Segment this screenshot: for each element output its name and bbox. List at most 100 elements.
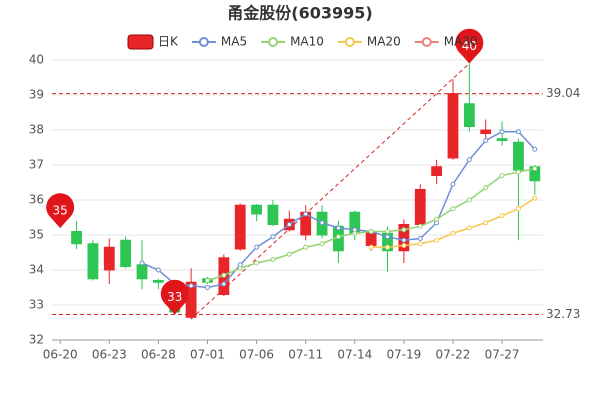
ma-point bbox=[466, 225, 472, 231]
y-tick-label: 38 bbox=[29, 123, 44, 137]
ma-point bbox=[335, 234, 341, 240]
x-tick-label: 07-27 bbox=[485, 348, 520, 362]
candle-body bbox=[71, 231, 82, 245]
legend-swatch bbox=[268, 37, 279, 47]
ma-point bbox=[221, 272, 227, 278]
pin-marker bbox=[46, 193, 75, 228]
ma-point bbox=[352, 230, 358, 236]
ma-point bbox=[221, 281, 227, 287]
x-tick-label: 07-06 bbox=[239, 348, 274, 362]
ma-point bbox=[319, 220, 325, 226]
y-tick-label: 36 bbox=[29, 193, 44, 207]
pin-marker bbox=[455, 28, 484, 64]
candle-body bbox=[447, 93, 459, 159]
candle-body bbox=[234, 204, 246, 250]
legend-label: MA20 bbox=[367, 35, 401, 49]
x-tick-label: 07-01 bbox=[190, 348, 225, 362]
ma-point bbox=[385, 244, 391, 250]
ma-point bbox=[483, 220, 489, 226]
pin-marker bbox=[160, 279, 189, 315]
candle-body bbox=[87, 243, 99, 280]
pin-label: 35 bbox=[53, 204, 68, 218]
candle-body bbox=[251, 204, 262, 215]
candle-body bbox=[136, 264, 148, 280]
ma-point bbox=[401, 237, 407, 243]
ma-point bbox=[434, 237, 440, 243]
ma-point bbox=[499, 173, 505, 178]
y-tick-label: 37 bbox=[29, 158, 44, 172]
candle-body bbox=[103, 246, 115, 271]
ma-point bbox=[434, 216, 440, 222]
ma-point bbox=[385, 234, 391, 240]
ma-point bbox=[532, 195, 538, 201]
ma-point bbox=[483, 185, 489, 191]
y-tick-label: 35 bbox=[29, 228, 44, 242]
x-tick-label: 07-19 bbox=[386, 348, 421, 362]
x-tick-label: 07-14 bbox=[337, 348, 372, 362]
candle-body bbox=[414, 189, 426, 225]
pin-label: 33 bbox=[167, 290, 182, 304]
ma-point bbox=[466, 197, 472, 203]
ma-point bbox=[499, 129, 505, 135]
ma-point bbox=[319, 241, 325, 247]
ma-point bbox=[335, 225, 341, 231]
legend-swatch bbox=[344, 37, 355, 47]
pin-label: 40 bbox=[462, 39, 477, 53]
ma-point bbox=[483, 138, 489, 143]
reference-label: 32.73 bbox=[546, 307, 580, 321]
trend-line bbox=[190, 63, 470, 320]
ma-line bbox=[141, 131, 536, 289]
y-tick-label: 33 bbox=[29, 298, 44, 312]
ma-point bbox=[303, 244, 309, 250]
ma-point bbox=[270, 234, 276, 240]
ma-point bbox=[401, 243, 407, 248]
legend-swatch bbox=[421, 37, 432, 47]
ma-point bbox=[515, 169, 521, 175]
ma-point bbox=[303, 211, 309, 217]
ma-point bbox=[450, 230, 456, 236]
x-tick-label: 06-20 bbox=[43, 348, 78, 362]
ma-point bbox=[385, 229, 391, 234]
candle-body bbox=[267, 204, 279, 225]
candle-body bbox=[431, 166, 443, 176]
x-tick-label: 06-23 bbox=[92, 348, 127, 362]
candle-body bbox=[496, 138, 508, 141]
ma-point bbox=[254, 260, 260, 266]
ma-point bbox=[368, 229, 374, 234]
ma-point bbox=[417, 223, 423, 229]
ma-point bbox=[270, 257, 276, 262]
reference-label: 39.04 bbox=[546, 86, 580, 100]
ma-point bbox=[515, 206, 521, 212]
ma-point bbox=[401, 227, 407, 233]
candle-body bbox=[152, 280, 164, 283]
ma-point bbox=[286, 222, 292, 227]
legend-label: MA30 bbox=[444, 35, 478, 49]
ma-point bbox=[417, 241, 423, 247]
legend-label: MA5 bbox=[221, 35, 247, 49]
legend-swatch bbox=[127, 34, 154, 50]
candle-body bbox=[120, 239, 132, 267]
y-tick-label: 40 bbox=[29, 53, 44, 67]
ma-point bbox=[515, 129, 521, 135]
ma-point bbox=[532, 146, 538, 152]
y-tick-label: 34 bbox=[29, 263, 44, 277]
candle-body bbox=[480, 129, 492, 134]
ma-point bbox=[450, 206, 456, 212]
ma-point bbox=[368, 244, 374, 250]
x-tick-label: 07-22 bbox=[436, 348, 471, 362]
ma-point bbox=[450, 181, 456, 187]
candle-body bbox=[463, 103, 475, 127]
y-tick-label: 32 bbox=[29, 333, 44, 347]
ma-point bbox=[188, 283, 194, 289]
ma-point bbox=[417, 236, 423, 241]
legend-swatch bbox=[198, 37, 209, 47]
ma-point bbox=[139, 260, 145, 266]
ma-point bbox=[204, 278, 210, 283]
ma-point bbox=[155, 267, 161, 273]
x-tick-label: 07-11 bbox=[288, 348, 323, 362]
ma-point bbox=[237, 265, 243, 271]
y-tick-label: 39 bbox=[29, 88, 44, 102]
x-tick-label: 06-28 bbox=[141, 348, 176, 362]
ma-point bbox=[204, 285, 210, 290]
